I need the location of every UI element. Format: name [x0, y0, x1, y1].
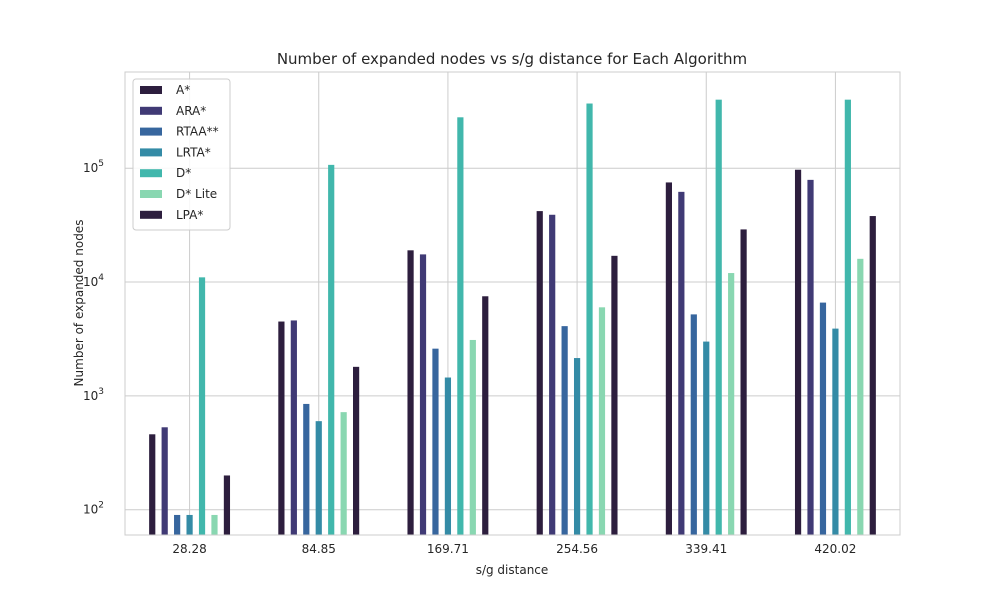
legend-swatch — [140, 86, 162, 94]
y-tick-labels: 102 103 104 105 — [83, 159, 104, 517]
bars-layer — [149, 99, 876, 536]
bar — [328, 164, 335, 535]
bar — [536, 211, 543, 536]
bar — [611, 255, 618, 536]
bar — [432, 348, 439, 535]
bar — [407, 250, 414, 535]
legend-swatch — [140, 190, 162, 198]
legend-label: LPA* — [176, 208, 203, 222]
y-tick-label: 104 — [83, 273, 104, 289]
plot-frame — [124, 71, 901, 536]
bar — [844, 99, 851, 535]
bar — [315, 421, 322, 535]
bar — [482, 296, 489, 535]
bar — [819, 302, 827, 535]
bar — [457, 117, 464, 535]
bar — [690, 314, 697, 535]
bar — [678, 191, 685, 535]
bar — [174, 514, 181, 535]
bar — [161, 427, 168, 535]
x-tick-label: 84.85 — [302, 542, 336, 556]
legend-label: A* — [176, 83, 190, 97]
x-tick-label: 254.56 — [556, 542, 598, 556]
y-tick-label: 105 — [83, 159, 104, 175]
x-axis-label: s/g distance — [476, 563, 549, 577]
legend-label: D* Lite — [176, 187, 217, 201]
legend-swatch — [140, 106, 162, 115]
legend-swatch — [140, 127, 162, 136]
grid-layer — [125, 72, 900, 535]
bar — [857, 258, 864, 535]
bar — [703, 341, 710, 535]
x-tick-label: 339.41 — [685, 542, 727, 556]
bar — [223, 475, 231, 535]
bar — [728, 273, 735, 535]
legend-label: D* — [176, 166, 191, 180]
x-tick-label: 420.02 — [814, 542, 856, 556]
bar — [419, 254, 427, 535]
chart-title: Number of expanded nodes vs s/g distance… — [277, 50, 747, 68]
bar — [586, 103, 593, 535]
x-tick-label: 28.28 — [172, 542, 206, 556]
bar — [561, 326, 568, 535]
bar — [149, 434, 156, 535]
legend-label: ARA* — [176, 104, 206, 118]
legend-label: LRTA* — [176, 145, 211, 159]
x-tick-labels: 28.28 84.85 169.71 254.56 339.41 420.02 — [172, 542, 856, 556]
bar — [469, 339, 476, 535]
y-tick-label: 103 — [83, 387, 104, 403]
legend-label: RTAA** — [176, 125, 219, 139]
bar — [278, 321, 285, 535]
bar — [303, 403, 310, 535]
bar — [794, 169, 802, 536]
bar — [807, 179, 814, 535]
bar — [573, 358, 581, 535]
bar — [340, 412, 347, 535]
bar — [832, 328, 839, 535]
bar — [186, 514, 193, 535]
bar — [198, 277, 206, 535]
bar — [869, 216, 876, 535]
bar — [715, 99, 722, 535]
y-tick-label: 102 — [83, 501, 104, 517]
legend-swatch — [140, 169, 162, 178]
y-axis-label: Number of expanded nodes — [72, 220, 86, 387]
legend-swatch — [140, 148, 162, 157]
bar — [444, 377, 452, 535]
bar — [290, 320, 297, 535]
bar — [740, 229, 747, 535]
x-tick-label: 169.71 — [427, 542, 469, 556]
bar — [665, 182, 672, 535]
bar — [353, 366, 360, 535]
legend: A* ARA* RTAA** LRTA* D* D* Lite LPA* — [132, 78, 231, 231]
legend-swatch — [140, 210, 162, 219]
bar — [211, 514, 218, 535]
bar — [549, 214, 556, 535]
bar — [598, 307, 606, 535]
